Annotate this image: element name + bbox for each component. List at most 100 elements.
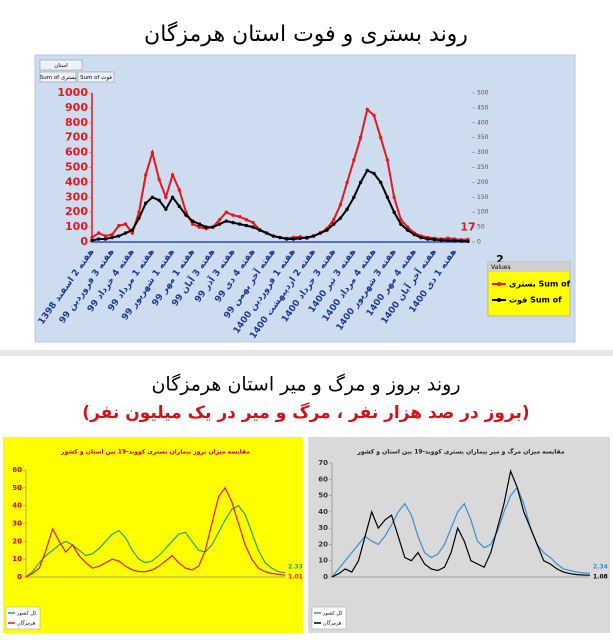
- point: [238, 222, 242, 226]
- y-tick-label: 30: [318, 524, 328, 532]
- y2-tick-label: 50: [477, 224, 485, 231]
- point: [426, 237, 430, 241]
- point: [318, 231, 322, 235]
- y-tick-label: 40: [318, 508, 328, 516]
- point: [432, 237, 437, 242]
- end-label: 1.08: [593, 574, 608, 581]
- point: [170, 173, 175, 177]
- point: [130, 228, 134, 232]
- chart-title: مقایسه میزان مرگ و میر بیماران بستری کوو…: [356, 448, 564, 456]
- point: [164, 207, 168, 211]
- point: [130, 231, 134, 235]
- y-tick-label: 20: [318, 540, 328, 548]
- filter-button: [39, 71, 77, 83]
- point: [150, 150, 155, 155]
- point: [459, 239, 463, 243]
- point: [385, 195, 390, 199]
- point: [251, 225, 255, 229]
- point: [338, 216, 343, 220]
- end-label: 2.34: [593, 564, 608, 571]
- point: [365, 107, 369, 112]
- legend-label: کل کشور: [322, 611, 343, 617]
- point: [211, 225, 215, 229]
- point: [144, 201, 148, 205]
- point: [446, 238, 450, 243]
- top-panel: [34, 54, 576, 343]
- point: [110, 235, 114, 240]
- point: [217, 217, 222, 222]
- filter-button: [39, 59, 83, 71]
- point: [191, 222, 195, 226]
- point: [345, 207, 349, 211]
- y2-tick-label: 250: [477, 164, 489, 171]
- point: [379, 136, 383, 140]
- legend-marker: [497, 282, 501, 286]
- point: [291, 237, 296, 241]
- point: [392, 210, 396, 214]
- y-tick-label: 50: [12, 484, 22, 492]
- y-tick-label: 700: [65, 131, 88, 144]
- left-panel: [3, 437, 303, 633]
- y-tick-label: 10: [12, 555, 22, 563]
- point: [197, 222, 202, 226]
- point: [97, 237, 101, 241]
- point: [231, 213, 235, 217]
- point: [137, 216, 141, 220]
- point: [117, 223, 121, 228]
- point: [345, 180, 349, 185]
- series-line: [25, 486, 286, 578]
- point: [311, 234, 316, 238]
- point: [405, 225, 410, 229]
- legend-header: [488, 262, 570, 272]
- point: [372, 113, 376, 118]
- point: [191, 219, 195, 223]
- point: [204, 225, 208, 229]
- chart-title: مقایسه میزان بروز بیماران بستری کووید-19…: [60, 449, 250, 456]
- legend-label: هرمزگان: [323, 620, 342, 627]
- point: [305, 235, 309, 240]
- point: [164, 195, 168, 199]
- point: [405, 228, 410, 232]
- y-tick-label: 1000: [57, 86, 88, 99]
- point: [144, 173, 148, 177]
- point: [90, 235, 94, 240]
- point: [123, 231, 128, 235]
- point: [103, 237, 108, 241]
- y2-tick-label: 150: [477, 194, 489, 201]
- point: [379, 180, 383, 185]
- point: [452, 239, 457, 243]
- point: [224, 210, 228, 214]
- y-tick-label: 20: [12, 537, 22, 545]
- y-tick-label: 60: [12, 466, 22, 474]
- point: [197, 225, 202, 229]
- point: [110, 232, 114, 237]
- point: [325, 228, 329, 232]
- point: [385, 158, 390, 162]
- point: [117, 234, 121, 238]
- point: [258, 228, 262, 232]
- y2-tick-label: 0: [477, 239, 481, 246]
- point: [157, 177, 161, 182]
- y2-tick-label: 500: [477, 90, 489, 97]
- y-tick-label: 70: [318, 459, 328, 467]
- section-subtitle: (بروز در صد هزار نفر ، مرگ و میر در یک م…: [82, 403, 529, 423]
- y-tick-label: 60: [318, 475, 328, 483]
- y-tick-label: 30: [12, 520, 22, 528]
- point: [466, 239, 470, 244]
- point: [332, 222, 336, 226]
- point: [177, 188, 181, 192]
- point: [439, 238, 443, 242]
- y-tick-label: 0: [17, 573, 22, 581]
- y-tick-label: 900: [65, 101, 88, 114]
- legend-title: Values: [491, 264, 511, 271]
- y-tick-label: 100: [65, 220, 88, 233]
- legend-label: بستری Sum of: [509, 280, 571, 289]
- y2-tick-label: 200: [477, 179, 489, 186]
- y-tick-label: 400: [65, 175, 88, 188]
- point: [419, 235, 423, 240]
- y-tick-label: 500: [65, 161, 88, 174]
- y2-tick-label: 450: [477, 104, 489, 111]
- end-label: 1.01: [288, 574, 303, 581]
- y-tick-label: 50: [318, 492, 328, 500]
